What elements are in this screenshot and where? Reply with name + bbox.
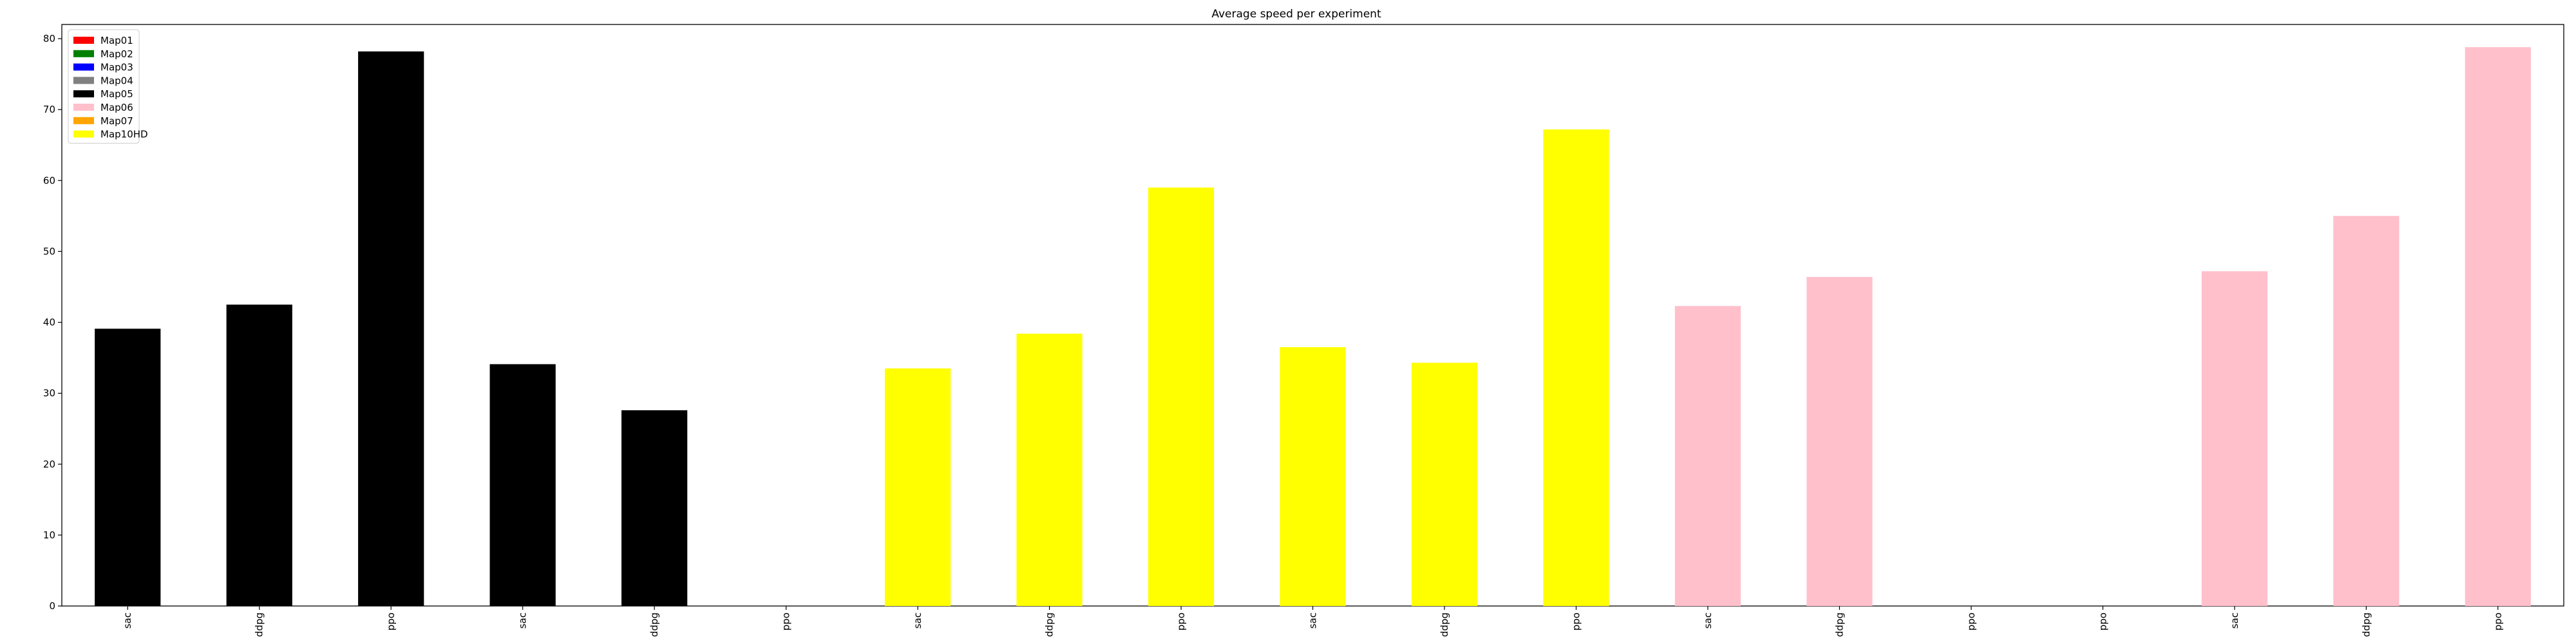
bar [358,51,424,607]
x-tick-label: sac [517,612,529,629]
x-tick-label: ddpg [2360,612,2372,637]
x-tick-label: ddpg [1044,612,1056,637]
legend-label: Map10HD [100,129,148,140]
chart-title: Average speed per experiment [1211,8,1381,21]
y-tick-label: 70 [43,104,55,115]
y-tick-label: 10 [43,529,55,541]
y-tick-label: 50 [43,245,55,257]
y-tick-label: 60 [43,175,55,186]
y-tick-label: 20 [43,459,55,470]
bar [621,410,688,606]
legend-swatch [73,77,94,84]
bar [226,304,292,606]
x-tick-label: ddpg [1833,612,1845,637]
y-tick-label: 80 [43,33,55,44]
y-tick-label: 30 [43,388,55,399]
y-axis: 0 10 20 30 40 50 60 70 80 [43,33,62,612]
bar [1411,363,1478,606]
legend-label: Map04 [100,75,133,86]
x-tick-label: ppo [2097,612,2108,630]
x-tick-label: ppo [1570,612,1582,630]
bar [1543,129,1609,607]
x-tick-label: ppo [385,612,397,630]
x-tick-label: ppo [781,612,792,630]
legend: Map01 Map02 Map03 Map04 Map05 Map06 Map07 Map10… [68,29,148,144]
legend-label: Map05 [100,88,133,100]
legend-label: Map03 [100,62,133,73]
y-tick-label: 40 [43,317,55,328]
bar [95,328,161,606]
bar [1674,306,1741,606]
x-tick-label: ppo [2492,612,2504,630]
bar [1148,187,1215,606]
legend-label: Map02 [100,48,133,60]
legend-swatch [73,50,94,57]
x-tick-label: sac [122,612,133,629]
bar [489,364,556,606]
legend-swatch [73,117,94,124]
x-tick-label: ppo [1965,612,1977,630]
bar [2465,47,2531,607]
legend-label: Map01 [100,35,133,46]
legend-swatch [73,104,94,111]
x-tick-label: sac [912,612,923,629]
legend-swatch [73,63,94,71]
bar [1016,334,1083,606]
x-tick-label: ddpg [1439,612,1450,637]
legend-frame [68,29,140,144]
x-tick-label: ddpg [649,612,660,637]
bar [2333,216,2400,607]
bar [884,368,951,606]
bar [2201,271,2268,607]
legend-label: Map07 [100,115,133,127]
legend-swatch [73,90,94,98]
x-tick-label: sac [2229,612,2240,629]
x-tick-label: ppo [1175,612,1187,630]
bars [95,47,2531,607]
bar [1280,347,1346,606]
legend-label: Map06 [100,102,133,113]
x-tick-label: sac [1307,612,1319,629]
legend-swatch [73,37,94,44]
legend-swatch [73,130,94,138]
bar [1806,277,1873,606]
x-tick-label: sac [1702,612,1714,629]
y-tick-label: 0 [49,600,55,612]
x-axis: sac ddpg ppo sac ddpg ppo sac ddpg ppo sac ddpg ppo… [122,606,2504,637]
x-tick-label: ddpg [254,612,265,637]
